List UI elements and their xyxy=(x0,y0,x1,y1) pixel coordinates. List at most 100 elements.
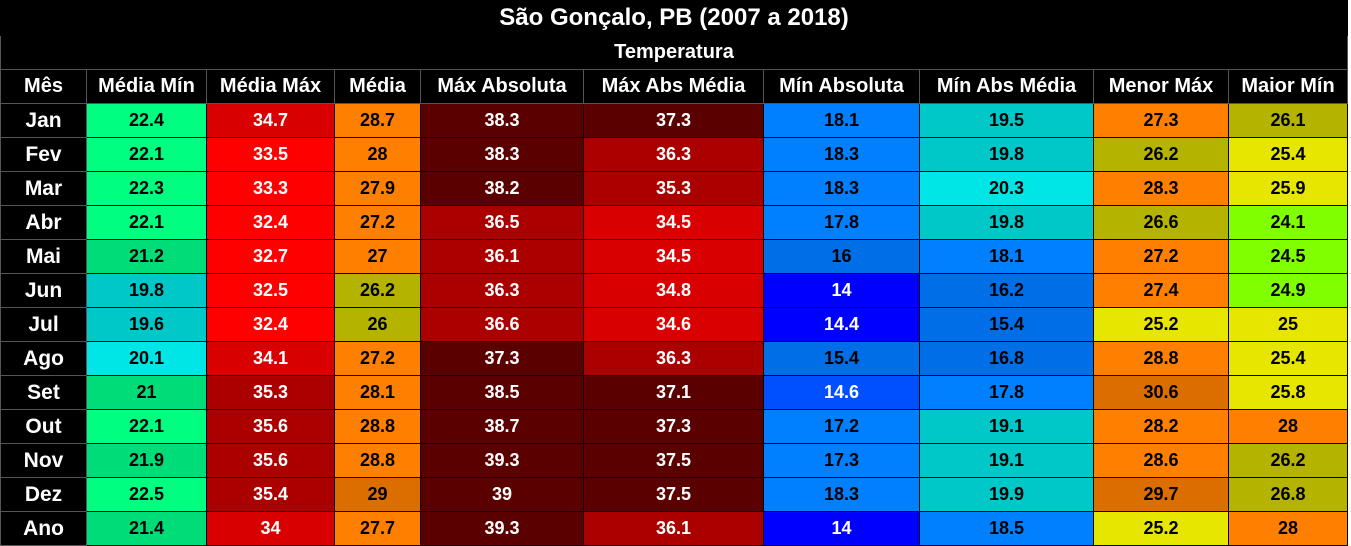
table-cell: 35.3 xyxy=(583,171,764,206)
table-cell: 28 xyxy=(1227,511,1349,546)
table-cell: 17.3 xyxy=(763,443,920,478)
table-cell: 38.3 xyxy=(420,137,584,172)
table-cell: 19.6 xyxy=(86,307,207,342)
table-cell: 29 xyxy=(334,477,421,512)
table-title: São Gonçalo, PB (2007 a 2018) xyxy=(0,0,1349,36)
table-cell: 15.4 xyxy=(919,307,1094,342)
table-cell: 26 xyxy=(334,307,421,342)
table-cell: 24.9 xyxy=(1227,273,1349,308)
table-cell: 19.1 xyxy=(919,443,1094,478)
table-row: Jul 19.6 32.4 26 36.6 34.6 14.4 15.4 25.2 25 xyxy=(0,307,1349,342)
table-cell: 36.3 xyxy=(420,273,584,308)
table-cell: 36.3 xyxy=(583,137,764,172)
table-cell: 18.3 xyxy=(763,477,920,512)
row-label: Dez xyxy=(0,477,87,512)
table-cell: 32.7 xyxy=(206,239,335,274)
table-cell: 26.6 xyxy=(1093,205,1229,240)
table-cell: 35.4 xyxy=(206,477,335,512)
table-cell: 14.6 xyxy=(763,375,920,410)
row-label: Nov xyxy=(0,443,87,478)
table-cell: 36.5 xyxy=(420,205,584,240)
table-cell: 28.7 xyxy=(334,103,421,138)
table-cell: 22.3 xyxy=(86,171,207,206)
table-cell: 21.2 xyxy=(86,239,207,274)
table-body: Jan 22.4 34.7 28.7 38.3 37.3 18.1 19.5 27.3 26.1 F… xyxy=(0,103,1349,546)
table-cell: 37.3 xyxy=(420,341,584,376)
column-header: Mês xyxy=(0,69,87,104)
column-header: Máx Abs Média xyxy=(583,69,764,104)
column-header: Mín Abs Média xyxy=(919,69,1094,104)
table-row: Jun 19.8 32.5 26.2 36.3 34.8 14 16.2 27.4 24.9 xyxy=(0,273,1349,308)
table-cell: 37.3 xyxy=(583,103,764,138)
table-cell: 37.5 xyxy=(583,477,764,512)
table-cell: 26.8 xyxy=(1227,477,1349,512)
table-cell: 18.3 xyxy=(763,137,920,172)
row-label: Abr xyxy=(0,205,87,240)
table-cell: 27.4 xyxy=(1093,273,1229,308)
table-cell: 20.3 xyxy=(919,171,1094,206)
table-cell: 19.9 xyxy=(919,477,1094,512)
table-cell: 27.7 xyxy=(334,511,421,546)
row-label: Jun xyxy=(0,273,87,308)
column-header: Média Máx xyxy=(206,69,335,104)
row-label: Mai xyxy=(0,239,87,274)
row-label: Ago xyxy=(0,341,87,376)
table-cell: 18.1 xyxy=(763,103,920,138)
table-cell: 28.3 xyxy=(1093,171,1229,206)
table-cell: 24.1 xyxy=(1227,205,1349,240)
table-cell: 21.9 xyxy=(86,443,207,478)
table-cell: 27.9 xyxy=(334,171,421,206)
table-row: Ago 20.1 34.1 27.2 37.3 36.3 15.4 16.8 28.8 25.4 xyxy=(0,341,1349,376)
column-header: Média xyxy=(334,69,421,104)
table-cell: 26.2 xyxy=(1227,443,1349,478)
row-label: Jan xyxy=(0,103,87,138)
table-cell: 36.3 xyxy=(583,341,764,376)
table-cell: 38.5 xyxy=(420,375,584,410)
column-header-row: Mês Média Mín Média Máx Média Máx Absolu… xyxy=(0,69,1349,104)
table-cell: 27 xyxy=(334,239,421,274)
table-row: Fev 22.1 33.5 28 38.3 36.3 18.3 19.8 26.2 25.4 xyxy=(0,137,1349,172)
table-cell: 28.6 xyxy=(1093,443,1229,478)
table-cell: 37.3 xyxy=(583,409,764,444)
table-cell: 16.2 xyxy=(919,273,1094,308)
table-cell: 37.1 xyxy=(583,375,764,410)
table-cell: 36.1 xyxy=(420,239,584,274)
table-cell: 28.2 xyxy=(1093,409,1229,444)
table-cell: 22.4 xyxy=(86,103,207,138)
table-cell: 38.2 xyxy=(420,171,584,206)
table-cell: 18.1 xyxy=(919,239,1094,274)
table-cell: 15.4 xyxy=(763,341,920,376)
table-row: Mai 21.2 32.7 27 36.1 34.5 16 18.1 27.2 24.5 xyxy=(0,239,1349,274)
table-cell: 28.8 xyxy=(334,443,421,478)
column-header: Média Mín xyxy=(86,69,207,104)
table-cell: 25 xyxy=(1227,307,1349,342)
table-row: Mar 22.3 33.3 27.9 38.2 35.3 18.3 20.3 28.3 25.9 xyxy=(0,171,1349,206)
table-cell: 14.4 xyxy=(763,307,920,342)
table-cell: 32.4 xyxy=(206,205,335,240)
table-cell: 19.8 xyxy=(919,137,1094,172)
table-cell: 19.1 xyxy=(919,409,1094,444)
table-cell: 28 xyxy=(1227,409,1349,444)
table-cell: 27.2 xyxy=(334,341,421,376)
table-cell: 26.2 xyxy=(334,273,421,308)
table-cell: 34 xyxy=(206,511,335,546)
table-cell: 36.1 xyxy=(583,511,764,546)
table-cell: 30.6 xyxy=(1093,375,1229,410)
table-cell: 39 xyxy=(420,477,584,512)
table-cell: 17.8 xyxy=(919,375,1094,410)
table-cell: 38.7 xyxy=(420,409,584,444)
table-cell: 37.5 xyxy=(583,443,764,478)
table-cell: 32.4 xyxy=(206,307,335,342)
table-cell: 22.1 xyxy=(86,137,207,172)
table-cell: 28.1 xyxy=(334,375,421,410)
table-cell: 16 xyxy=(763,239,920,274)
table-cell: 17.2 xyxy=(763,409,920,444)
table-cell: 25.4 xyxy=(1227,341,1349,376)
table-row: Jan 22.4 34.7 28.7 38.3 37.3 18.1 19.5 27.3 26.1 xyxy=(0,103,1349,138)
table-cell: 19.8 xyxy=(86,273,207,308)
table-cell: 19.5 xyxy=(919,103,1094,138)
table-cell: 28 xyxy=(334,137,421,172)
table-cell: 35.3 xyxy=(206,375,335,410)
